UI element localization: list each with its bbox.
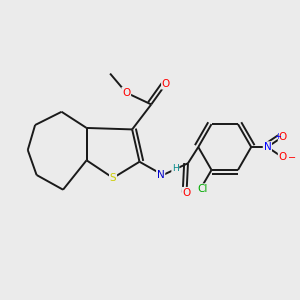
- Text: +: +: [274, 132, 281, 141]
- Text: O: O: [278, 132, 287, 142]
- Text: Cl: Cl: [197, 184, 208, 194]
- Text: S: S: [110, 173, 116, 183]
- Text: −: −: [288, 153, 296, 163]
- Text: O: O: [278, 152, 287, 162]
- Text: N: N: [157, 170, 164, 180]
- Text: O: O: [182, 188, 191, 198]
- Text: H: H: [172, 164, 179, 173]
- Text: N: N: [263, 142, 271, 152]
- Text: O: O: [122, 88, 130, 98]
- Text: O: O: [162, 79, 170, 89]
